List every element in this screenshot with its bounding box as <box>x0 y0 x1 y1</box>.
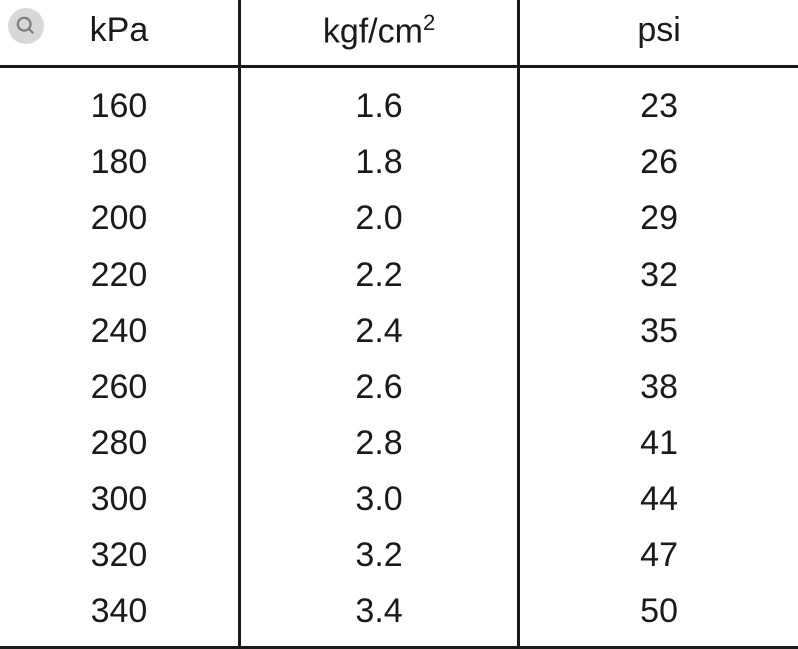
search-icon[interactable] <box>8 8 44 44</box>
table-cell: 340 <box>0 584 239 648</box>
table-cell: 3.2 <box>239 528 518 584</box>
table-row: 2202.232 <box>0 247 798 303</box>
column-header-kgfcm2: kgf/cm2 <box>239 0 518 67</box>
table-row: 3203.247 <box>0 528 798 584</box>
table-cell: 280 <box>0 415 239 471</box>
table-cell: 29 <box>519 191 798 247</box>
table-cell: 32 <box>519 247 798 303</box>
table-cell: 2.8 <box>239 415 518 471</box>
pressure-conversion-table: kPa kgf/cm2 psi 1601.6231801.8262002.029… <box>0 0 798 649</box>
table-cell: 240 <box>0 303 239 359</box>
table-cell: 220 <box>0 247 239 303</box>
table-row: 3403.450 <box>0 584 798 648</box>
table-cell: 300 <box>0 471 239 527</box>
table-cell: 2.4 <box>239 303 518 359</box>
table-cell: 50 <box>519 584 798 648</box>
table-cell: 320 <box>0 528 239 584</box>
table-body: 1601.6231801.8262002.0292202.2322402.435… <box>0 67 798 648</box>
table-row: 2002.029 <box>0 191 798 247</box>
table-row: 3003.044 <box>0 471 798 527</box>
table-cell: 2.2 <box>239 247 518 303</box>
table-cell: 35 <box>519 303 798 359</box>
table-row: 2602.638 <box>0 359 798 415</box>
table-cell: 160 <box>0 67 239 135</box>
table-cell: 44 <box>519 471 798 527</box>
table-cell: 38 <box>519 359 798 415</box>
table-cell: 26 <box>519 135 798 191</box>
table-cell: 1.6 <box>239 67 518 135</box>
table-row: 1601.623 <box>0 67 798 135</box>
table-cell: 1.8 <box>239 135 518 191</box>
table-cell: 200 <box>0 191 239 247</box>
table-cell: 2.6 <box>239 359 518 415</box>
table-cell: 2.0 <box>239 191 518 247</box>
table-cell: 3.4 <box>239 584 518 648</box>
table-cell: 23 <box>519 67 798 135</box>
table-cell: 47 <box>519 528 798 584</box>
table-cell: 41 <box>519 415 798 471</box>
table-cell: 260 <box>0 359 239 415</box>
table-row: 2802.841 <box>0 415 798 471</box>
table-cell: 180 <box>0 135 239 191</box>
column-header-psi: psi <box>519 0 798 67</box>
table-row: 2402.435 <box>0 303 798 359</box>
table-header-row: kPa kgf/cm2 psi <box>0 0 798 67</box>
table-row: 1801.826 <box>0 135 798 191</box>
table-cell: 3.0 <box>239 471 518 527</box>
